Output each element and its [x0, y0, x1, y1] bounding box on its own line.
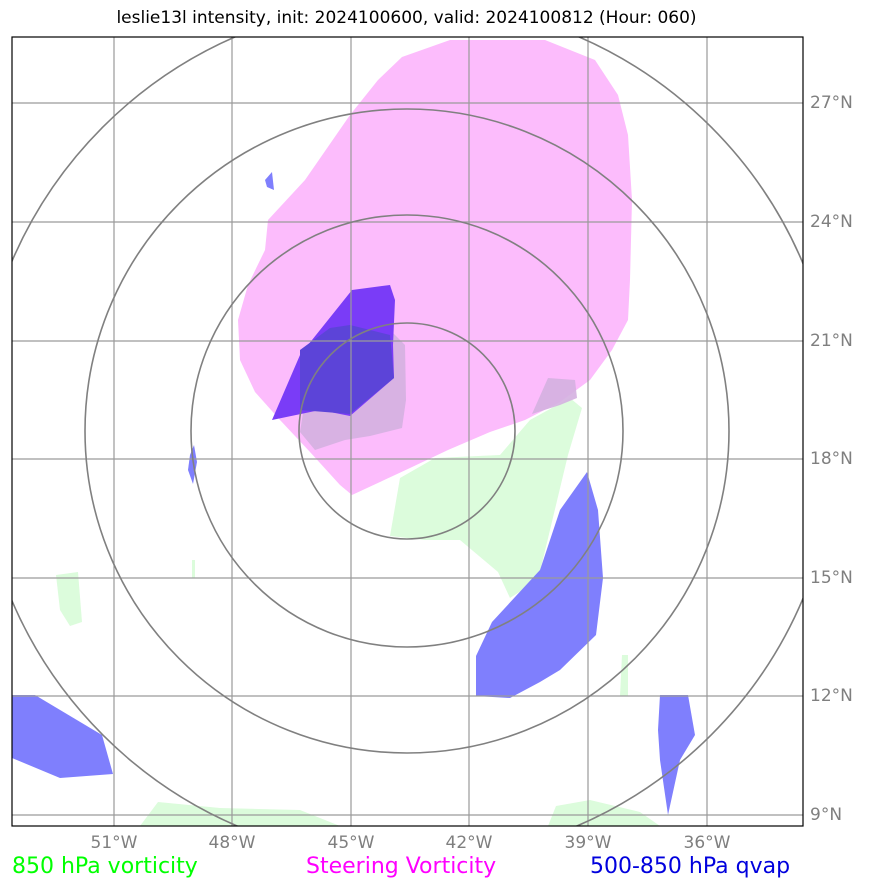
qvap-region — [476, 472, 603, 698]
qvap-region — [265, 172, 274, 190]
lon-tick-label: 45°W — [327, 833, 375, 853]
vorticity-850-fields — [56, 398, 660, 826]
graticule — [12, 37, 803, 826]
lon-tick-label: 42°W — [445, 833, 493, 853]
legend-qvap: 500-850 hPa qvap — [590, 854, 791, 879]
lat-tick-label: 12°N — [810, 686, 853, 706]
legend-vorticity-850: 850 hPa vorticity — [12, 854, 198, 879]
lat-tick-label: 9°N — [810, 805, 843, 825]
lat-tick-label: 27°N — [810, 93, 853, 113]
vorticity-850-region — [140, 802, 340, 826]
qvap-region — [12, 695, 113, 778]
range-ring — [84, 108, 730, 754]
lon-tick-label: 36°W — [683, 833, 731, 853]
vorticity-850-region — [390, 398, 582, 598]
range-rings — [12, 37, 803, 826]
qvap-region — [300, 325, 394, 414]
lat-tick-label: 21°N — [810, 331, 853, 351]
range-ring — [298, 322, 516, 540]
plot-title: leslie13l intensity, init: 2024100600, v… — [116, 8, 697, 28]
lat-tick-label: 18°N — [810, 449, 853, 469]
map-frame — [11, 36, 804, 827]
range-ring — [190, 214, 624, 648]
legend-steering-vorticity: Steering Vorticity — [306, 854, 497, 879]
overlap-region — [532, 378, 577, 414]
lat-tick-label: 24°N — [810, 212, 853, 232]
qvap-region — [658, 695, 695, 815]
vorticity-850-region — [192, 560, 195, 578]
lat-tick-label: 15°N — [810, 568, 853, 588]
lon-tick-label: 39°W — [564, 833, 612, 853]
vorticity-850-region — [56, 572, 82, 626]
lon-tick-label: 51°W — [90, 833, 138, 853]
map-plot-area — [12, 37, 803, 826]
vorticity-850-region — [620, 655, 628, 696]
lon-tick-label: 48°W — [208, 833, 256, 853]
